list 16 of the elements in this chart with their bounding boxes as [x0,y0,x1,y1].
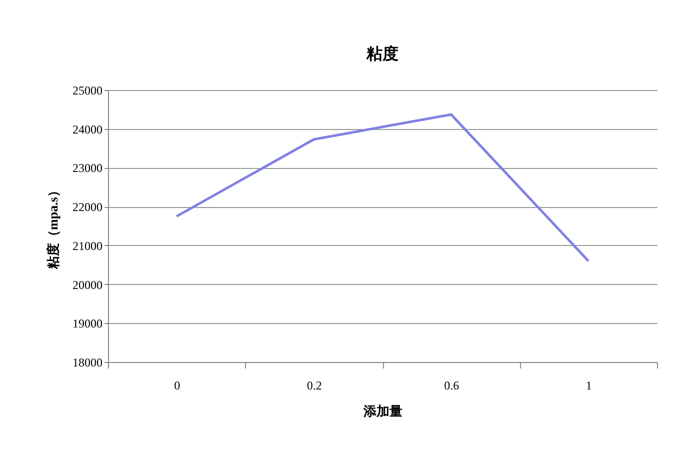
x-tick-label: 0.2 [306,378,322,392]
y-tick-label: 21000 [72,238,102,253]
x-tick-label: 0.6 [444,378,460,392]
y-tick-label: 19000 [72,316,102,331]
y-tick-label: 23000 [72,161,102,176]
x-axis-title: 添加量 [362,404,402,418]
y-tick-label: 22000 [72,200,102,214]
y-tick-label: 24000 [72,122,102,136]
y-tick-label: 18000 [72,356,102,370]
y-axis-title: 粘度（mpa.s） [46,184,60,270]
y-tick-label: 25000 [72,84,102,98]
x-tick-label: 1 [586,378,592,392]
x-tick-label: 0 [174,378,180,392]
line-series [175,113,590,262]
chart-title: 粘度 [366,44,398,63]
y-tick-label: 20000 [72,278,102,292]
